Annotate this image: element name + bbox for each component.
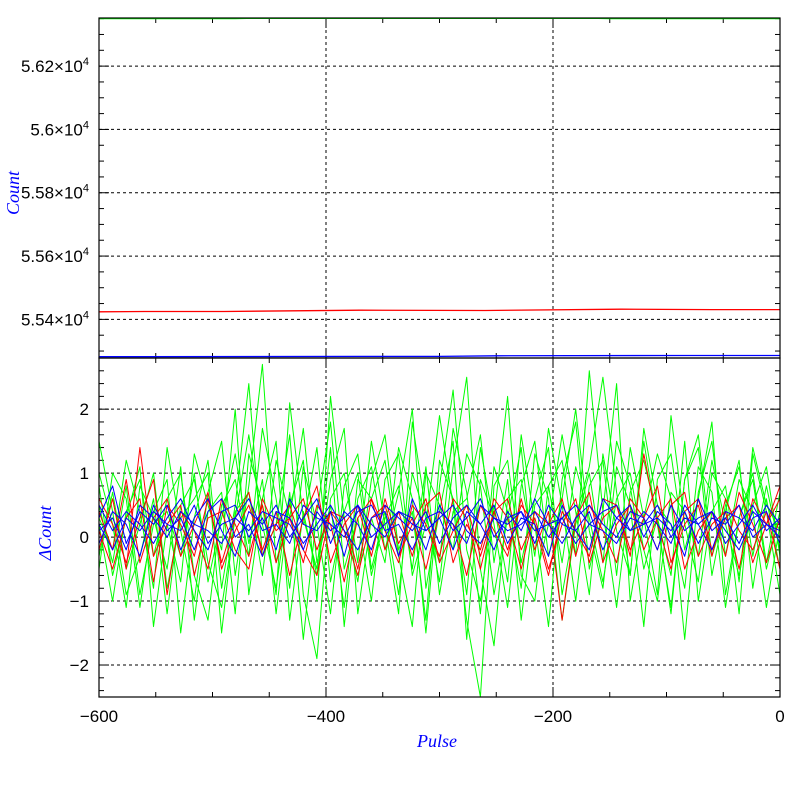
bottom-series-line (98, 376, 781, 660)
top-series-line (98, 308, 780, 313)
top-series-line (99, 354, 780, 358)
top-y-tick-label: 5.6×104 (30, 119, 89, 139)
x-tick-label: 0 (775, 707, 784, 726)
x-tick-label: −600 (80, 707, 118, 726)
top-y-axis-title: Count (3, 170, 23, 215)
top-y-tick-label: 5.56×104 (21, 246, 89, 266)
bottom-series-line (98, 363, 781, 628)
bottom-y-tick-label: −2 (70, 656, 89, 675)
bottom-series-line (98, 453, 781, 596)
x-axis-title: Pulse (416, 731, 457, 751)
top-y-tick-labels: 5.54×104 5.56×104 5.58×104 5.6×104 5.62×104 (21, 56, 89, 329)
bottom-y-tick-label: −1 (70, 592, 89, 611)
bottom-series-line (98, 504, 781, 551)
bottom-y-tick-labels: −2 −1 0 1 2 (70, 400, 89, 675)
bottom-x-tick-labels: −600 −400 −200 0 (80, 707, 785, 726)
top-panel: 5.54×1045.56×1045.58×1045.6×1045.62×104 … (3, 17, 781, 359)
x-tick-label: −400 (307, 707, 345, 726)
bottom-series-line (98, 434, 781, 621)
bottom-plot-frame (98, 357, 781, 698)
bottom-panel: −2 −1 0 1 2 −600 −400 −200 0 ΔCount Pulse (35, 357, 785, 751)
bottom-y-tick-label: 2 (80, 400, 89, 419)
bottom-y-tick-label: 1 (80, 464, 89, 483)
top-y-tick-label: 5.54×104 (21, 309, 89, 329)
bottom-y-axis-title: ΔCount (35, 505, 55, 562)
bottom-y-tick-label: 0 (80, 528, 89, 547)
bottom-series-lines (98, 363, 781, 698)
x-tick-label: −200 (534, 707, 572, 726)
top-y-tick-label: 5.62×104 (21, 56, 89, 76)
top-gridlines (99, 18, 780, 358)
top-y-tick-label: 5.58×104 (21, 183, 89, 203)
